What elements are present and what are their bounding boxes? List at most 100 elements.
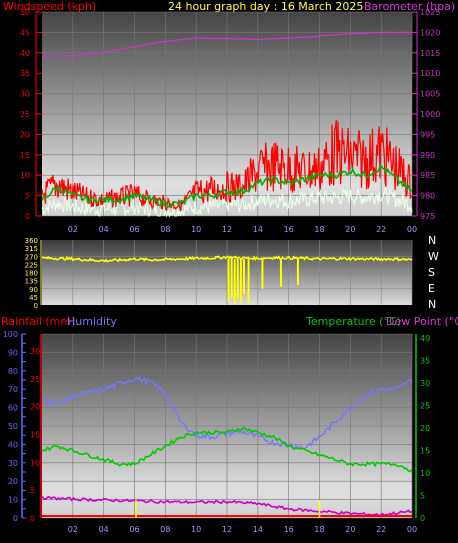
humidity-tick-label: 80 <box>8 367 18 376</box>
humidity-tick-label: 50 <box>8 422 18 431</box>
barometer-tick-label: 990 <box>420 151 435 160</box>
windspeed-tick-label: 45 <box>20 28 30 37</box>
wind-x-axis: 02 04 06 08 10 12 14 16 18 20 22 00 <box>68 225 417 234</box>
temperature-tick-label: 40 <box>420 334 430 343</box>
x-tick-label: 18 <box>314 525 324 534</box>
direction-tick-label: 45 <box>29 294 38 302</box>
humidity-axis: 0 10 20 30 40 50 60 70 80 90 100 <box>3 330 26 523</box>
temperature-tick-label: 10 <box>420 469 430 478</box>
x-tick-label: 04 <box>99 225 109 234</box>
humidity-tick-label: 40 <box>8 440 18 449</box>
rainfall-tick-label: 0 <box>30 514 35 523</box>
x-tick-label: 16 <box>284 225 294 234</box>
direction-tick-label: 315 <box>25 245 38 253</box>
humidity-tick-label: 100 <box>3 330 18 339</box>
compass-label: W <box>428 250 439 263</box>
x-tick-label: 06 <box>129 225 139 234</box>
windspeed-tick-label: 30 <box>20 90 30 99</box>
temperature-tick-label: 5 <box>420 492 425 501</box>
temperature-line <box>41 426 413 473</box>
barometer-line <box>41 31 413 58</box>
x-tick-label: 16 <box>284 525 294 534</box>
barometer-tick-label: 1025 <box>420 8 440 17</box>
x-tick-label: 08 <box>160 225 170 234</box>
temperature-axis-title: Temperature (°C) <box>305 315 401 328</box>
direction-series <box>41 255 413 305</box>
rainfall-tick-label: 25 <box>30 375 40 384</box>
windspeed-tick-label: 50 <box>20 8 30 17</box>
compass-label: N <box>428 298 436 311</box>
x-tick-label: 06 <box>129 525 139 534</box>
windspeed-tick-label: 20 <box>20 130 30 139</box>
right-axis-title: Barometer (hpa) <box>364 0 455 13</box>
direction-tick-label: 270 <box>25 253 38 261</box>
wind-series <box>41 31 413 219</box>
temperature-x-axis: 02 04 06 08 10 12 14 16 18 20 22 00 <box>68 525 417 534</box>
barometer-tick-label: 995 <box>420 130 435 139</box>
rainfall-tick-label: 15 <box>30 431 40 440</box>
windspeed-tick-label: 40 <box>20 49 30 58</box>
dewpoint-line <box>41 495 413 517</box>
temperature-tick-label: 30 <box>420 379 430 388</box>
left-axis-title: Windspeed (kph) <box>3 0 96 13</box>
barometer-tick-label: 980 <box>420 192 435 201</box>
dewpoint-axis-title: Dew Point (°C) <box>386 315 458 328</box>
humidity-tick-label: 60 <box>8 404 18 413</box>
wind-avg-line <box>41 163 413 208</box>
x-tick-label: 00 <box>407 225 417 234</box>
direction-tick-label: 90 <box>29 286 38 294</box>
temperature-tick-label: 0 <box>420 514 425 523</box>
rainfall-tick-label: 5 <box>30 486 35 495</box>
barometer-tick-label: 1015 <box>420 49 440 58</box>
x-tick-label: 22 <box>376 525 386 534</box>
x-tick-label: 22 <box>376 225 386 234</box>
direction-tick-label: 180 <box>25 270 38 278</box>
windspeed-tick-label: 10 <box>20 171 30 180</box>
x-tick-label: 10 <box>191 225 201 234</box>
x-tick-label: 14 <box>253 525 263 534</box>
rainfall-tick-label: 30 <box>30 347 40 356</box>
chart-title: 24 hour graph day : 16 March 2025 <box>168 0 363 13</box>
direction-tick-label: 225 <box>25 261 38 269</box>
barometer-tick-label: 1020 <box>420 28 440 37</box>
x-tick-label: 10 <box>191 525 201 534</box>
direction-tick-label: 0 <box>34 302 38 310</box>
humidity-tick-label: 0 <box>13 514 18 523</box>
compass-label: N <box>428 234 436 247</box>
x-tick-label: 08 <box>160 525 170 534</box>
rainfall-tick-label: 20 <box>30 403 40 412</box>
windspeed-axis: 0 5 10 15 20 25 30 35 40 45 50 <box>20 8 42 221</box>
x-tick-label: 02 <box>68 525 78 534</box>
x-tick-label: 00 <box>407 525 417 534</box>
humidity-tick-label: 20 <box>8 477 18 486</box>
temperature-gridlines <box>42 333 413 519</box>
barometer-tick-label: 1010 <box>420 69 440 78</box>
temperature-series <box>41 375 413 518</box>
x-tick-label: 04 <box>99 525 109 534</box>
temperature-tick-label: 25 <box>420 402 430 411</box>
direction-tick-label: 135 <box>25 278 38 286</box>
windspeed-tick-label: 5 <box>25 192 30 201</box>
wind-max-line <box>41 119 413 212</box>
rainfall-tick-label: 10 <box>30 458 40 467</box>
x-tick-label: 14 <box>253 225 263 234</box>
x-tick-label: 02 <box>68 225 78 234</box>
direction-line <box>41 255 413 263</box>
barometer-tick-label: 975 <box>420 212 435 221</box>
humidity-tick-label: 90 <box>8 348 18 357</box>
barometer-axis: 975 980 985 990 995 1000 1005 1010 1015 1020 1025 <box>412 8 440 221</box>
x-tick-label: 20 <box>345 225 355 234</box>
temperature-tick-label: 20 <box>420 424 430 433</box>
windspeed-tick-label: 25 <box>20 110 30 119</box>
direction-tick-label: 360 <box>25 237 38 245</box>
x-tick-label: 20 <box>345 525 355 534</box>
temperature-tick-label: 35 <box>420 357 430 366</box>
compass-label: S <box>428 266 435 279</box>
rainfall-axis-title: Rainfall (mm) <box>1 315 75 328</box>
humidity-tick-label: 30 <box>8 459 18 468</box>
temperature-tick-label: 15 <box>420 447 430 456</box>
humidity-tick-label: 10 <box>8 496 18 505</box>
barometer-tick-label: 985 <box>420 171 435 180</box>
